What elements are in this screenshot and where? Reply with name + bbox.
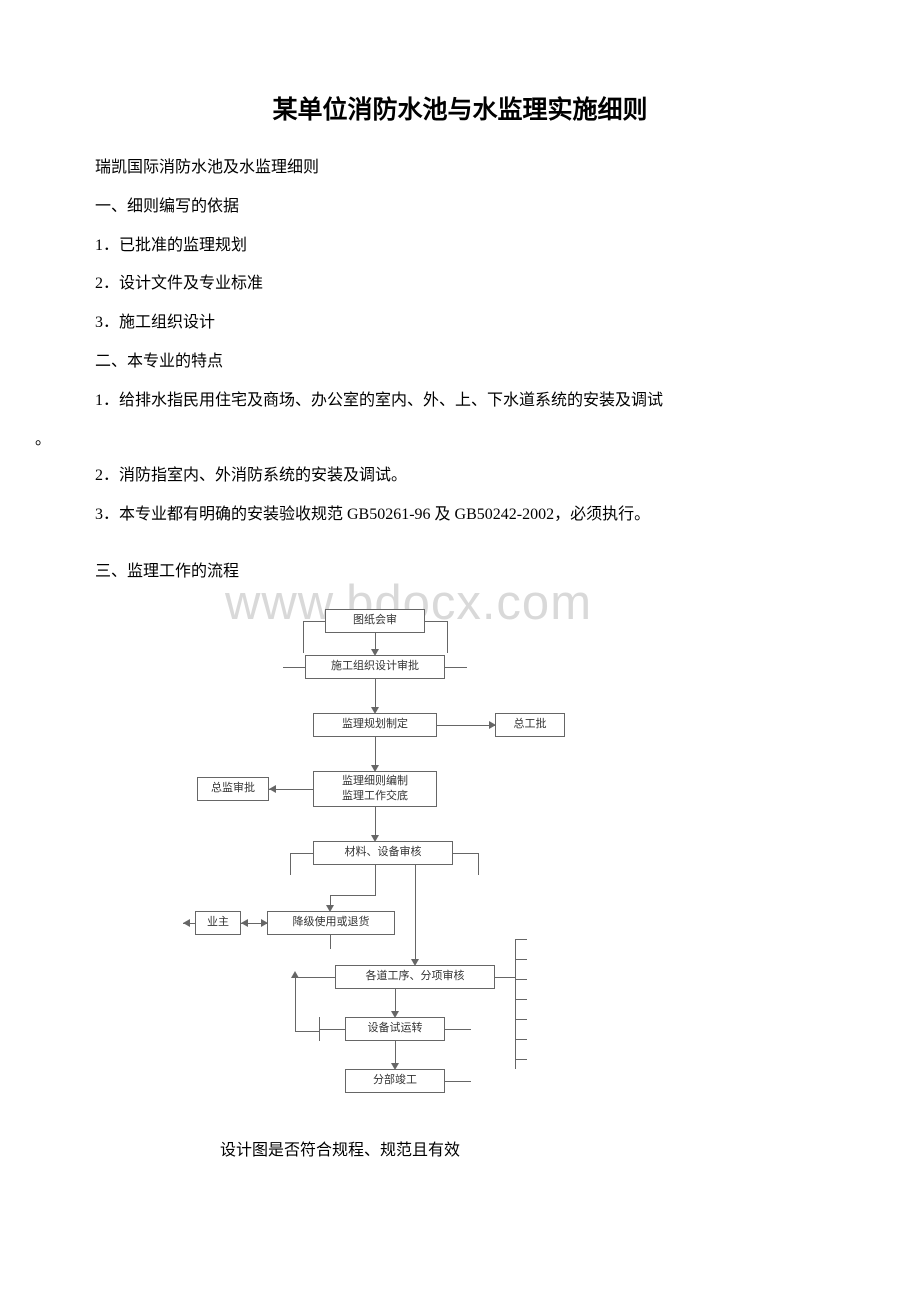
flow-node: 降级使用或退货 xyxy=(267,911,395,935)
flow-tick xyxy=(515,1059,527,1060)
flow-edge xyxy=(303,621,304,653)
flow-tick xyxy=(515,979,527,980)
flow-node: 材料、设备审核 xyxy=(313,841,453,865)
flow-edge xyxy=(375,737,376,767)
section1-heading: 一、细则编写的依据 xyxy=(95,189,825,226)
flow-edge xyxy=(478,853,479,875)
subtitle: 瑞凯国际消防水池及水监理细则 xyxy=(95,150,825,187)
flow-node: 图纸会审 xyxy=(325,609,425,633)
flow-edge xyxy=(437,725,495,726)
flow-edge xyxy=(290,853,291,875)
flow-tick xyxy=(515,999,527,1000)
flow-edge xyxy=(445,1029,471,1030)
flow-node: 各道工序、分项审核 xyxy=(335,965,495,989)
flow-node: 分部竣工 xyxy=(345,1069,445,1093)
arrow-icon xyxy=(183,919,190,927)
flow-edge xyxy=(375,865,376,895)
arrow-icon xyxy=(261,919,268,927)
flow-edge xyxy=(283,667,305,668)
flow-edge xyxy=(375,807,376,837)
flow-node-label: 监理细则编制 xyxy=(342,774,408,789)
flow-node: 业主 xyxy=(195,911,241,935)
section2-heading: 二、本专业的特点 xyxy=(95,344,825,381)
section2-item-cont: 。 xyxy=(35,422,825,459)
flow-edge xyxy=(395,1041,396,1065)
flow-tick xyxy=(515,959,527,960)
arrow-icon xyxy=(489,721,496,729)
flow-edge xyxy=(319,1017,320,1041)
section2-item: 3．本专业都有明确的安装验收规范 GB50261-96 及 GB50242-20… xyxy=(95,497,825,534)
section1-item: 1．已批准的监理规划 xyxy=(95,228,825,265)
flow-node: 设备试运转 xyxy=(345,1017,445,1041)
flow-edge xyxy=(453,853,478,854)
arrow-icon xyxy=(291,971,299,978)
section1-item: 2．设计文件及专业标准 xyxy=(95,266,825,303)
flow-edge xyxy=(319,1029,345,1030)
flow-edge xyxy=(295,977,296,1031)
flow-edge xyxy=(415,865,416,961)
section1-item: 3．施工组织设计 xyxy=(95,305,825,342)
flow-edge xyxy=(303,621,325,622)
flow-node: 监理细则编制 监理工作交底 xyxy=(313,771,437,807)
flow-node: 监理规划制定 xyxy=(313,713,437,737)
flow-tick xyxy=(515,939,527,940)
chart-caption: 设计图是否符合规程、规范且有效 xyxy=(220,1136,825,1160)
flow-node: 施工组织设计审批 xyxy=(305,655,445,679)
flow-edge xyxy=(445,667,467,668)
flow-edge xyxy=(425,621,447,622)
flow-edge xyxy=(445,1081,471,1082)
section2-item: 1．给排水指民用住宅及商场、办公室的室内、外、上、下水道系统的安装及调试 xyxy=(95,383,825,420)
flow-node: 总监审批 xyxy=(197,777,269,801)
page-title: 某单位消防水池与水监理实施细则 xyxy=(95,90,825,126)
flow-edge xyxy=(395,989,396,1013)
flow-edge xyxy=(447,621,448,653)
flow-edge xyxy=(495,977,515,978)
flow-edge xyxy=(290,853,313,854)
flow-edge xyxy=(375,679,376,709)
flow-node: 总工批 xyxy=(495,713,565,737)
flow-tick xyxy=(515,1039,527,1040)
flow-edge xyxy=(330,895,376,896)
flow-node-label: 监理工作交底 xyxy=(342,789,408,804)
section3-heading: 三、监理工作的流程 xyxy=(95,554,825,591)
arrow-icon xyxy=(241,919,248,927)
flow-edge xyxy=(295,977,335,978)
flow-tick xyxy=(515,1019,527,1020)
flowchart: 图纸会审 施工组织设计审批 监理规划制定 总工批 监理细则编制 监理工作交底 总… xyxy=(195,599,655,1124)
arrow-icon xyxy=(269,785,276,793)
flow-edge xyxy=(330,935,331,949)
flow-edge xyxy=(295,1031,319,1032)
section2-item: 2．消防指室内、外消防系统的安装及调试。 xyxy=(95,458,825,495)
